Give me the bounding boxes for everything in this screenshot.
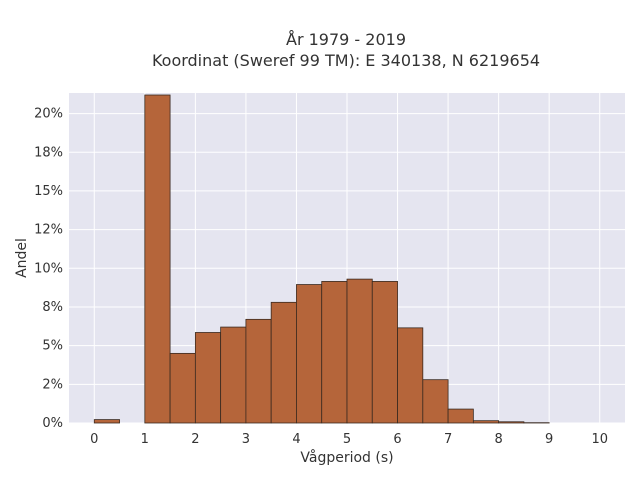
y-axis-label: Andel	[14, 238, 30, 278]
histogram-bar	[270, 301, 297, 424]
histogram-bar	[346, 278, 373, 424]
histogram-bar	[144, 94, 171, 424]
histogram-bar	[498, 421, 525, 424]
chart-title-line-2: Koordinat (Sweref 99 TM): E 340138, N 62…	[152, 51, 540, 70]
x-tick-label: 6	[393, 432, 401, 447]
y-tick-label: 20%	[34, 107, 63, 122]
x-tick-label: 9	[545, 432, 553, 447]
x-axis-ticks: 0 1 2 3 4 5 6 7 8 9 10	[90, 432, 608, 447]
histogram-bar	[447, 408, 474, 424]
chart-title-line-1: År 1979 - 2019	[286, 30, 406, 49]
y-tick-label: 8%	[42, 300, 63, 315]
histogram-bar	[397, 327, 424, 424]
y-tick-label: 15%	[34, 184, 63, 199]
y-tick-label: 0%	[42, 416, 63, 431]
histogram-bar	[220, 326, 247, 424]
x-tick-label: 5	[343, 432, 351, 447]
y-axis-ticks: 0% 2% 5% 8% 10% 12% 15% 18% 20%	[34, 107, 63, 431]
y-tick-label: 10%	[34, 261, 63, 276]
histogram-bar	[422, 379, 449, 424]
histogram-bar	[93, 419, 120, 424]
x-tick-label: 0	[90, 432, 98, 447]
y-tick-label: 18%	[34, 145, 63, 160]
histogram-bar	[321, 281, 348, 424]
histogram-bar	[169, 352, 196, 424]
x-tick-label: 8	[494, 432, 502, 447]
x-tick-label: 2	[191, 432, 199, 447]
y-tick-label: 2%	[42, 377, 63, 392]
y-tick-label: 12%	[34, 223, 63, 238]
histogram-bar	[245, 318, 272, 424]
x-tick-label: 1	[141, 432, 149, 447]
x-tick-label: 10	[591, 432, 608, 447]
x-tick-label: 3	[242, 432, 250, 447]
histogram-bar	[371, 281, 398, 424]
histogram-bars	[93, 94, 550, 424]
x-tick-label: 4	[292, 432, 300, 447]
histogram-bar	[472, 420, 500, 424]
histogram-bar	[296, 284, 323, 424]
x-tick-label: 7	[444, 432, 452, 447]
x-axis-label: Vågperiod (s)	[300, 449, 393, 466]
histogram-bar	[194, 332, 222, 424]
y-tick-label: 5%	[42, 339, 63, 354]
